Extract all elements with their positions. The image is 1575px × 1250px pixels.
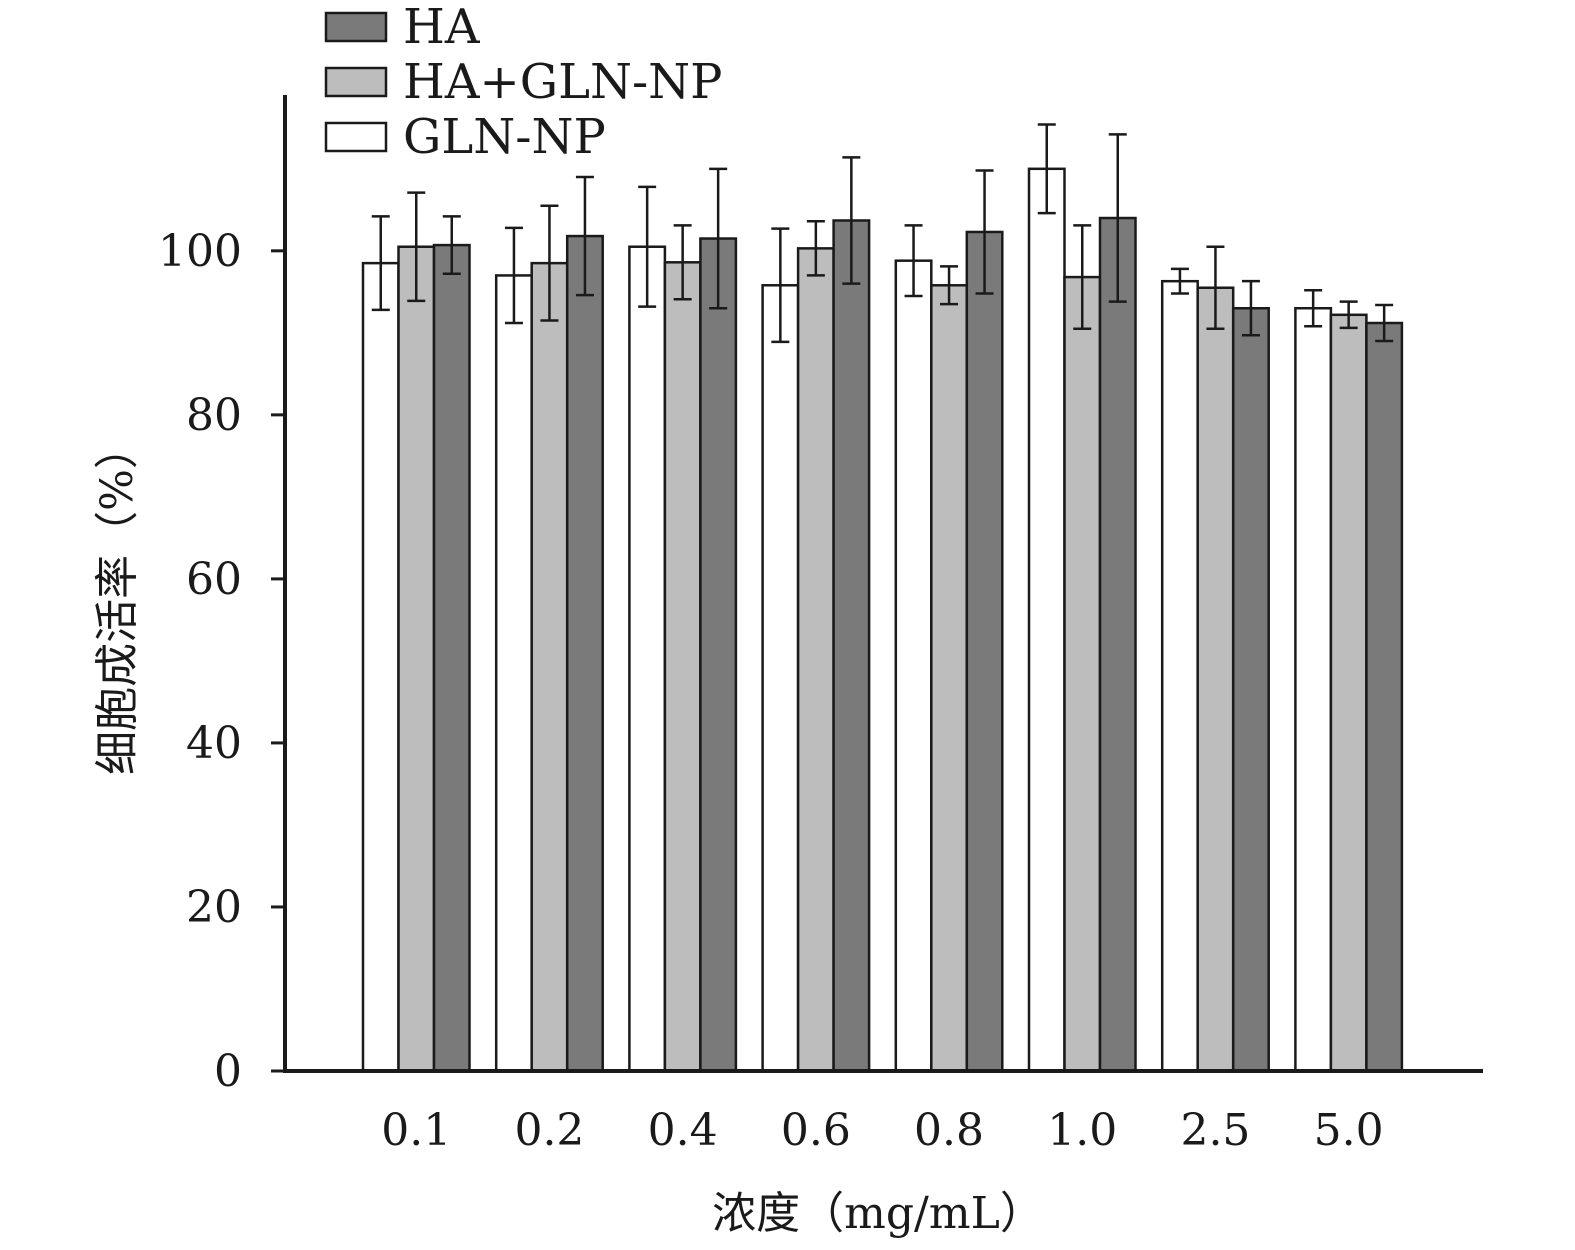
x-category-label: 2.5 bbox=[1180, 1105, 1250, 1156]
legend-swatch bbox=[324, 121, 388, 153]
bar bbox=[1231, 306, 1270, 1073]
bar bbox=[1027, 167, 1066, 1073]
bar bbox=[1160, 279, 1199, 1073]
bar bbox=[432, 243, 471, 1073]
x-category-label: 0.1 bbox=[381, 1105, 451, 1156]
legend-swatch bbox=[324, 66, 388, 98]
legend-label: HA+GLN-NP bbox=[403, 54, 722, 110]
x-category-label: 0.4 bbox=[648, 1105, 718, 1156]
bar bbox=[361, 261, 400, 1073]
x-axis-title: 浓度（mg/mL） bbox=[712, 1188, 1044, 1239]
bar bbox=[397, 245, 436, 1073]
y-tick-label: 40 bbox=[186, 718, 242, 769]
error-bars-layer bbox=[371, 123, 1394, 344]
bars-layer bbox=[361, 167, 1404, 1073]
y-tick-label: 100 bbox=[158, 226, 242, 277]
x-category-label: 0.8 bbox=[914, 1105, 984, 1156]
axes-layer bbox=[283, 95, 1483, 1073]
bar bbox=[894, 259, 933, 1073]
legend-label: GLN-NP bbox=[403, 109, 606, 165]
y-tick-label: 60 bbox=[186, 554, 242, 605]
bar bbox=[530, 261, 569, 1073]
bar bbox=[1365, 321, 1404, 1073]
bar bbox=[1329, 313, 1368, 1073]
x-category-labels: 0.1 0.2 0.4 0.6 0.8 1.0 2.5 5.0 bbox=[381, 1105, 1383, 1156]
y-tick-label: 80 bbox=[186, 390, 242, 441]
bar bbox=[1098, 216, 1137, 1073]
y-tick-label: 20 bbox=[186, 882, 242, 933]
x-category-label: 0.6 bbox=[781, 1105, 851, 1156]
bar bbox=[699, 237, 738, 1073]
bar bbox=[796, 247, 835, 1073]
legend-label: HA bbox=[403, 0, 481, 55]
x-category-label: 1.0 bbox=[1047, 1105, 1117, 1156]
x-category-label: 0.2 bbox=[514, 1105, 584, 1156]
bar bbox=[1196, 286, 1235, 1073]
y-axis-title: 细胞成活率（%） bbox=[92, 425, 143, 775]
bar bbox=[761, 284, 800, 1073]
y-ticks-layer: 0 20 40 60 80 100 bbox=[158, 226, 285, 1097]
bar bbox=[663, 261, 702, 1073]
bar bbox=[930, 284, 969, 1073]
y-tick-label: 0 bbox=[214, 1046, 242, 1097]
legend-swatch bbox=[324, 11, 388, 43]
bar bbox=[1063, 275, 1102, 1073]
bar bbox=[965, 230, 1004, 1073]
bar bbox=[565, 234, 604, 1073]
bar bbox=[628, 245, 667, 1073]
bar bbox=[1294, 306, 1333, 1073]
bar bbox=[494, 274, 533, 1073]
bar bbox=[832, 219, 871, 1073]
x-category-label: 5.0 bbox=[1314, 1105, 1384, 1156]
